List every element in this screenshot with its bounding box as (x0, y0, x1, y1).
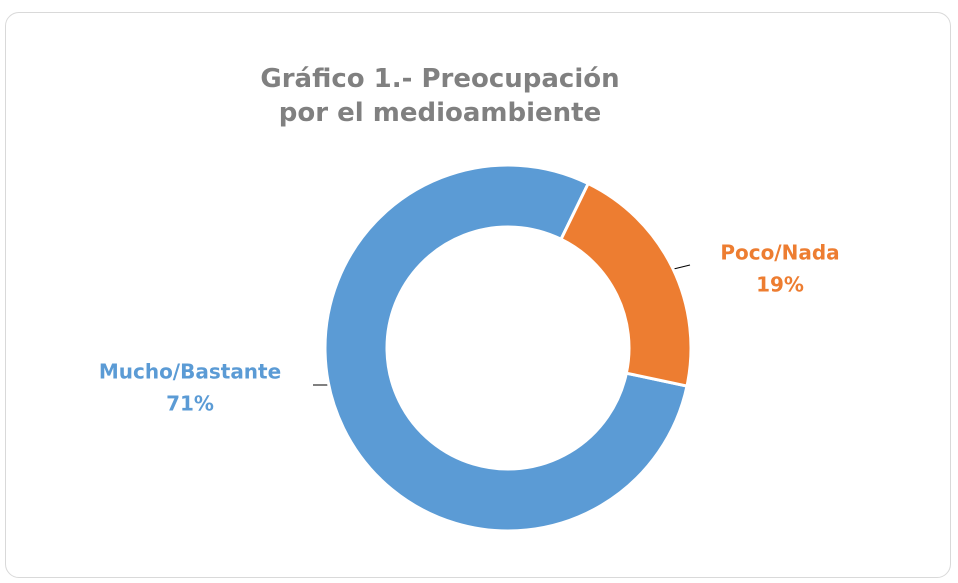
chart-title: Gráfico 1.- Preocupación por el medioamb… (260, 64, 620, 128)
value-label: 71% (166, 392, 214, 416)
category-label: Poco/Nada (720, 241, 839, 265)
donut-segment (323, 163, 689, 533)
category-label: Mucho/Bastante (99, 360, 281, 384)
donut-segment (559, 181, 693, 388)
value-label: 19% (756, 273, 804, 297)
chart-card (5, 12, 951, 578)
